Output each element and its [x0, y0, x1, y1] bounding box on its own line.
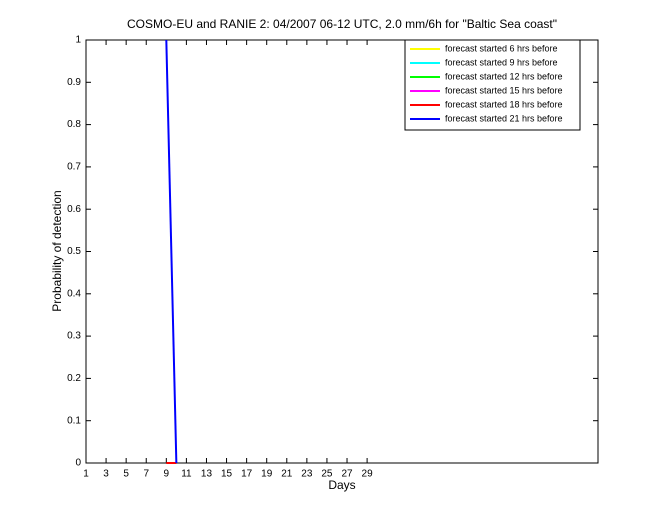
- y-tick-label: 0.7: [67, 162, 81, 173]
- legend-label: forecast started 18 hrs before: [445, 99, 563, 109]
- y-tick-label: 0.9: [67, 77, 81, 88]
- x-tick-label: 21: [281, 469, 293, 480]
- x-tick-label: 29: [362, 469, 374, 480]
- x-tick-label: 1: [83, 469, 89, 480]
- chart-title: COSMO-EU and RANIE 2: 04/2007 06-12 UTC,…: [127, 17, 557, 31]
- y-tick-label: 0: [75, 458, 81, 469]
- legend-label: forecast started 9 hrs before: [445, 57, 558, 67]
- y-tick-label: 0.8: [67, 119, 81, 130]
- y-tick-label: 1: [75, 35, 81, 46]
- x-tick-label: 17: [241, 469, 253, 480]
- x-tick-label: 23: [301, 469, 313, 480]
- x-tick-label: 19: [261, 469, 273, 480]
- y-tick-label: 0.5: [67, 246, 81, 257]
- y-tick-label: 0.3: [67, 331, 81, 342]
- y-tick-label: 0.2: [67, 373, 81, 384]
- x-tick-label: 15: [221, 469, 233, 480]
- legend-label: forecast started 21 hrs before: [445, 113, 563, 123]
- legend-label: forecast started 12 hrs before: [445, 71, 563, 81]
- x-tick-label: 9: [164, 469, 170, 480]
- x-tick-label: 25: [321, 469, 333, 480]
- legend-label: forecast started 15 hrs before: [445, 85, 563, 95]
- legend-label: forecast started 6 hrs before: [445, 43, 558, 53]
- y-tick-label: 0.4: [67, 288, 81, 299]
- x-axis-label: Days: [328, 478, 355, 492]
- x-tick-label: 7: [143, 469, 149, 480]
- y-tick-label: 0.1: [67, 415, 81, 426]
- x-tick-label: 5: [123, 469, 129, 480]
- y-axis-label: Probability of detection: [50, 190, 64, 311]
- x-tick-label: 13: [201, 469, 213, 480]
- x-tick-label: 3: [103, 469, 109, 480]
- y-tick-label: 0.6: [67, 204, 81, 215]
- series-line: [165, 39, 178, 464]
- legend-box: [404, 39, 581, 131]
- x-tick-label: 27: [341, 469, 353, 480]
- x-tick-label: 11: [181, 469, 192, 480]
